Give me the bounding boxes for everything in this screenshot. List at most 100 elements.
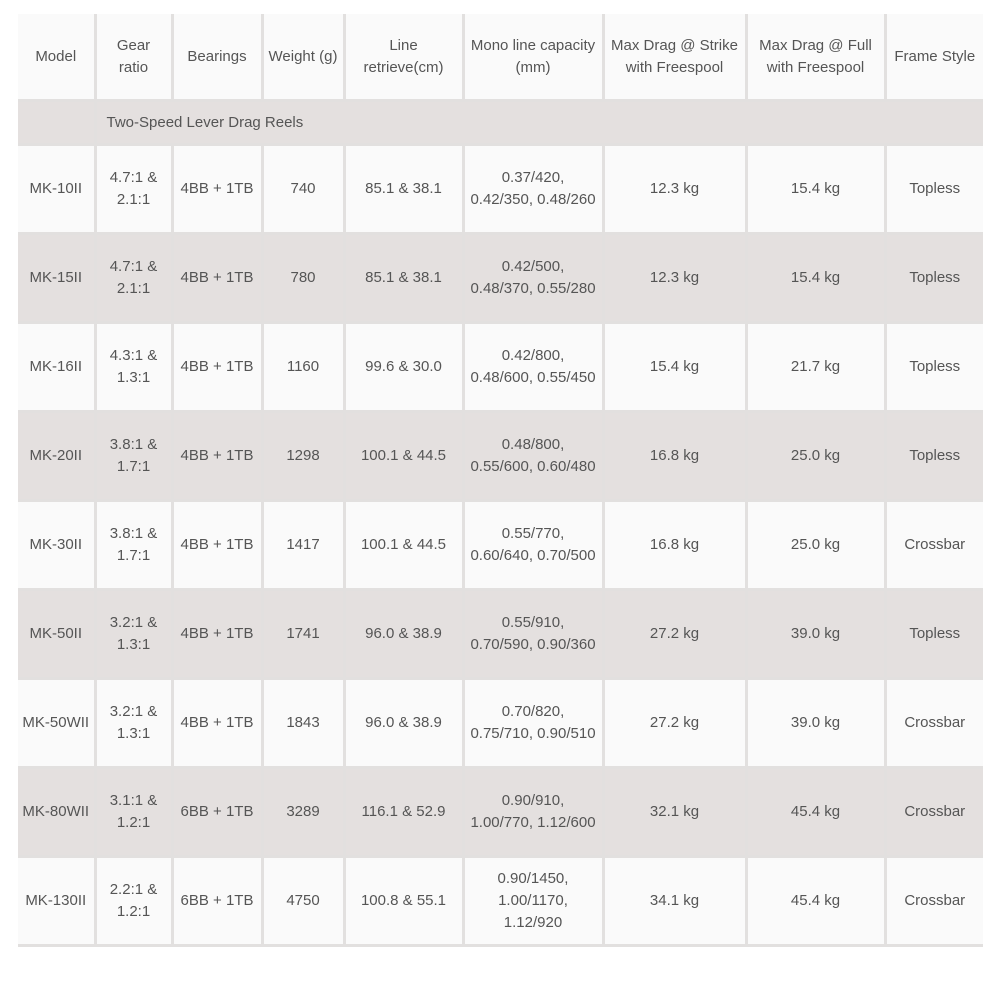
cell-drag-strike: 12.3 kg <box>601 232 748 324</box>
cell-model: MK-50WII <box>18 677 97 769</box>
cell-bearings: 6BB + 1TB <box>170 766 264 858</box>
cell-gear-ratio: 4.7:1 & 2.1:1 <box>93 232 174 324</box>
cell-mono-capacity: 0.55/910, 0.70/590, 0.90/360 <box>461 588 605 680</box>
cell-bearings: 4BB + 1TB <box>170 143 264 235</box>
header-weight: Weight (g) <box>260 14 346 102</box>
cell-drag-strike: 12.3 kg <box>601 143 748 235</box>
cell-drag-strike: 15.4 kg <box>601 321 748 413</box>
cell-drag-full: 39.0 kg <box>744 677 887 769</box>
cell-mono-capacity: 0.70/820, 0.75/710, 0.90/510 <box>461 677 605 769</box>
header-line-retrieve: Line retrieve(cm) <box>342 14 465 102</box>
cell-weight: 3289 <box>260 766 346 858</box>
cell-bearings: 4BB + 1TB <box>170 321 264 413</box>
cell-weight: 1741 <box>260 588 346 680</box>
header-drag-full: Max Drag @ Full with Freespool <box>744 14 887 102</box>
cell-frame-style: Crossbar <box>883 677 983 769</box>
header-frame-style: Frame Style <box>883 14 983 102</box>
section-title: Two-Speed Lever Drag Reels <box>93 99 983 146</box>
cell-line-retrieve: 100.1 & 44.5 <box>342 410 465 502</box>
cell-frame-style: Topless <box>883 410 983 502</box>
cell-gear-ratio: 3.1:1 & 1.2:1 <box>93 766 174 858</box>
cell-line-retrieve: 96.0 & 38.9 <box>342 677 465 769</box>
table-row: MK-30II 3.8:1 & 1.7:1 4BB + 1TB 1417 100.1 &… <box>18 499 983 591</box>
cell-drag-full: 45.4 kg <box>744 766 887 858</box>
table-row: MK-50WII 3.2:1 & 1.3:1 4BB + 1TB 1843 96.0 &… <box>18 677 983 769</box>
cell-model: MK-15II <box>18 232 97 324</box>
cell-gear-ratio: 3.8:1 & 1.7:1 <box>93 499 174 591</box>
cell-drag-strike: 16.8 kg <box>601 499 748 591</box>
cell-drag-full: 25.0 kg <box>744 410 887 502</box>
cell-line-retrieve: 100.1 & 44.5 <box>342 499 465 591</box>
cell-mono-capacity: 0.48/800, 0.55/600, 0.60/480 <box>461 410 605 502</box>
cell-drag-strike: 27.2 kg <box>601 677 748 769</box>
header-bearings: Bearings <box>170 14 264 102</box>
cell-gear-ratio: 3.8:1 & 1.7:1 <box>93 410 174 502</box>
cell-weight: 1417 <box>260 499 346 591</box>
cell-model: MK-20II <box>18 410 97 502</box>
cell-line-retrieve: 99.6 & 30.0 <box>342 321 465 413</box>
header-drag-strike: Max Drag @ Strike with Freespool <box>601 14 748 102</box>
cell-mono-capacity: 0.90/910, 1.00/770, 1.12/600 <box>461 766 605 858</box>
reel-spec-table: Model Gear ratio Bearings Weight (g) Lin… <box>18 14 983 947</box>
cell-drag-full: 39.0 kg <box>744 588 887 680</box>
cell-mono-capacity: 0.42/500, 0.48/370, 0.55/280 <box>461 232 605 324</box>
cell-gear-ratio: 3.2:1 & 1.3:1 <box>93 677 174 769</box>
header-gear-ratio: Gear ratio <box>93 14 174 102</box>
cell-frame-style: Crossbar <box>883 855 983 947</box>
cell-drag-strike: 32.1 kg <box>601 766 748 858</box>
cell-weight: 1160 <box>260 321 346 413</box>
cell-frame-style: Crossbar <box>883 499 983 591</box>
cell-gear-ratio: 3.2:1 & 1.3:1 <box>93 588 174 680</box>
cell-mono-capacity: 0.90/1450, 1.00/1170, 1.12/920 <box>461 855 605 947</box>
cell-drag-strike: 16.8 kg <box>601 410 748 502</box>
cell-bearings: 4BB + 1TB <box>170 588 264 680</box>
cell-drag-full: 45.4 kg <box>744 855 887 947</box>
cell-model: MK-80WII <box>18 766 97 858</box>
cell-gear-ratio: 4.7:1 & 2.1:1 <box>93 143 174 235</box>
section-row: Two-Speed Lever Drag Reels <box>18 99 983 146</box>
cell-line-retrieve: 85.1 & 38.1 <box>342 232 465 324</box>
cell-model: MK-10II <box>18 143 97 235</box>
cell-mono-capacity: 0.42/800, 0.48/600, 0.55/450 <box>461 321 605 413</box>
cell-bearings: 4BB + 1TB <box>170 232 264 324</box>
table-row: MK-50II 3.2:1 & 1.3:1 4BB + 1TB 1741 96.0 & … <box>18 588 983 680</box>
cell-line-retrieve: 100.8 & 55.1 <box>342 855 465 947</box>
cell-frame-style: Topless <box>883 588 983 680</box>
cell-model: MK-16II <box>18 321 97 413</box>
cell-line-retrieve: 116.1 & 52.9 <box>342 766 465 858</box>
header-row: Model Gear ratio Bearings Weight (g) Lin… <box>18 14 983 102</box>
cell-drag-strike: 34.1 kg <box>601 855 748 947</box>
cell-weight: 1843 <box>260 677 346 769</box>
cell-drag-full: 25.0 kg <box>744 499 887 591</box>
table-row: MK-80WII 3.1:1 & 1.2:1 6BB + 1TB 3289 116.1 … <box>18 766 983 858</box>
cell-model: MK-50II <box>18 588 97 680</box>
cell-gear-ratio: 4.3:1 & 1.3:1 <box>93 321 174 413</box>
table-row: MK-16II 4.3:1 & 1.3:1 4BB + 1TB 1160 99.6 & … <box>18 321 983 413</box>
cell-frame-style: Crossbar <box>883 766 983 858</box>
cell-weight: 1298 <box>260 410 346 502</box>
header-model: Model <box>18 14 97 102</box>
cell-frame-style: Topless <box>883 232 983 324</box>
table-row: MK-10II 4.7:1 & 2.1:1 4BB + 1TB 740 85.1 & 3… <box>18 143 983 235</box>
cell-gear-ratio: 2.2:1 & 1.2:1 <box>93 855 174 947</box>
cell-drag-full: 15.4 kg <box>744 143 887 235</box>
cell-model: MK-130II <box>18 855 97 947</box>
table-row: MK-20II 3.8:1 & 1.7:1 4BB + 1TB 1298 100.1 &… <box>18 410 983 502</box>
cell-weight: 780 <box>260 232 346 324</box>
cell-mono-capacity: 0.37/420, 0.42/350, 0.48/260 <box>461 143 605 235</box>
header-mono-capacity: Mono line capacity (mm) <box>461 14 605 102</box>
cell-bearings: 6BB + 1TB <box>170 855 264 947</box>
cell-bearings: 4BB + 1TB <box>170 410 264 502</box>
table-row: MK-130II 2.2:1 & 1.2:1 6BB + 1TB 4750 100.8 … <box>18 855 983 947</box>
cell-weight: 740 <box>260 143 346 235</box>
cell-drag-strike: 27.2 kg <box>601 588 748 680</box>
cell-model: MK-30II <box>18 499 97 591</box>
cell-drag-full: 15.4 kg <box>744 232 887 324</box>
cell-weight: 4750 <box>260 855 346 947</box>
cell-bearings: 4BB + 1TB <box>170 677 264 769</box>
table-row: MK-15II 4.7:1 & 2.1:1 4BB + 1TB 780 85.1 & 3… <box>18 232 983 324</box>
cell-drag-full: 21.7 kg <box>744 321 887 413</box>
cell-mono-capacity: 0.55/770, 0.60/640, 0.70/500 <box>461 499 605 591</box>
cell-bearings: 4BB + 1TB <box>170 499 264 591</box>
section-empty-cell <box>18 99 97 146</box>
